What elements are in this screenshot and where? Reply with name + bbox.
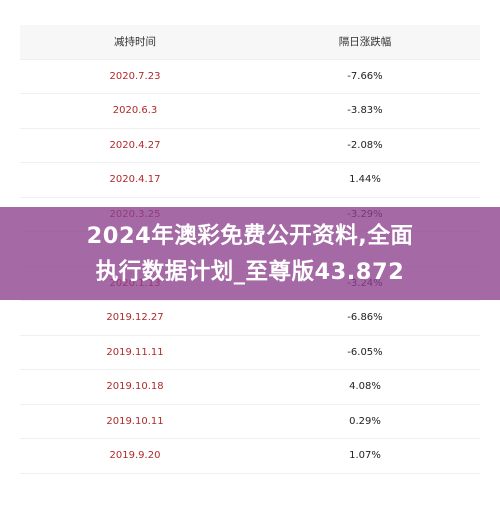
row-date: 2020.7.23 — [109, 70, 161, 82]
table-row: 2020.4.27 -2.08% — [20, 129, 480, 163]
table-row: 2019.10.11 0.29% — [20, 405, 480, 439]
row-change: -3.83% — [347, 105, 383, 117]
banner-line-1: 2024年澳彩免费公开资料,全面 — [86, 222, 414, 249]
row-date: 2019.10.18 — [106, 381, 164, 393]
table-row: 2019.9.20 1.07% — [20, 439, 480, 474]
row-date: 2020.4.27 — [109, 139, 161, 151]
row-change: 4.08% — [349, 381, 381, 393]
row-change: -7.66% — [347, 70, 383, 82]
row-change: -6.05% — [347, 346, 383, 358]
row-change: 1.44% — [349, 174, 381, 186]
row-date: 2020.4.17 — [109, 174, 161, 186]
row-date: 2019.12.27 — [106, 312, 164, 324]
row-change: 1.07% — [349, 450, 381, 462]
table-row: 2020.4.17 1.44% — [20, 163, 480, 198]
table-row: 2019.11.11 -6.05% — [20, 336, 480, 370]
row-change: 0.29% — [349, 415, 381, 427]
table-row: 2020.6.3 -3.83% — [20, 94, 480, 129]
overlay-banner: 2024年澳彩免费公开资料,全面 执行数据计划_至尊版43.872 — [0, 207, 500, 300]
row-date: 2019.10.11 — [106, 415, 164, 427]
banner-line-2: 执行数据计划_至尊版43.872 — [95, 258, 405, 285]
table-row: 2019.12.27 -6.86% — [20, 301, 480, 336]
row-date: 2019.11.11 — [106, 346, 164, 358]
row-change: -6.86% — [347, 312, 383, 324]
table-row: 2019.10.18 4.08% — [20, 370, 480, 405]
row-change: -2.08% — [347, 139, 383, 151]
column-header-change: 隔日涨跌幅 — [338, 36, 392, 49]
column-header-date: 减持时间 — [114, 36, 156, 49]
row-date: 2020.6.3 — [112, 105, 158, 117]
table-header: 减持时间 隔日涨跌幅 — [20, 25, 480, 60]
row-date: 2019.9.20 — [109, 450, 161, 462]
table-row: 2020.7.23 -7.66% — [20, 60, 480, 94]
